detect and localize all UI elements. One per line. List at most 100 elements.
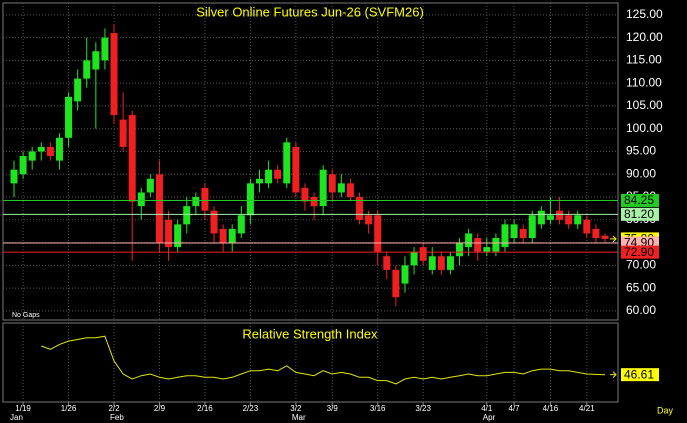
x-tick-label: 4/7 xyxy=(509,404,521,413)
candle-body xyxy=(128,115,136,202)
y-tick-label: 70.00 xyxy=(626,258,656,272)
rsi-panel xyxy=(2,322,619,403)
x-tick-label: 2/16 xyxy=(197,404,213,413)
candle-body xyxy=(346,183,354,198)
x-unit: Day xyxy=(657,405,674,415)
candle-body xyxy=(356,197,364,220)
candle-body xyxy=(28,151,36,161)
candle-body xyxy=(83,60,91,79)
y-tick-label: 125.00 xyxy=(626,7,663,21)
grid xyxy=(3,3,618,402)
y-tick-label: 110.00 xyxy=(626,75,662,89)
x-tick-label: 4/21 xyxy=(579,404,595,413)
rsi-arrow xyxy=(610,371,617,379)
candle-body xyxy=(92,51,100,70)
candle-body xyxy=(456,242,464,257)
candle-body xyxy=(65,96,73,138)
candle-body xyxy=(528,215,536,239)
candle-body xyxy=(510,224,518,239)
candle-body xyxy=(19,156,27,175)
level-label: 84.25 xyxy=(624,193,654,207)
x-tick-label: 3/2 xyxy=(290,404,302,413)
candle-body xyxy=(546,215,554,220)
candle-body xyxy=(328,174,336,193)
y-tick-label: 105.00 xyxy=(626,98,663,112)
level-box xyxy=(621,245,659,259)
candle-body xyxy=(310,197,318,207)
candle-body xyxy=(428,256,436,270)
candle-body xyxy=(174,224,182,248)
candle-body xyxy=(374,215,382,252)
chart-title: Silver Online Futures Jun-26 (SVFM26) xyxy=(196,4,424,19)
candle-body xyxy=(410,251,418,266)
price-panel xyxy=(2,2,619,321)
y-tick-label: 115.00 xyxy=(626,53,662,67)
candle-body xyxy=(583,219,591,234)
candle-body xyxy=(301,187,309,202)
x-tick-label: 1/19 xyxy=(15,404,31,413)
rsi-value-label: 46.61 xyxy=(624,367,654,381)
candle-body xyxy=(419,247,427,261)
candle-body xyxy=(383,256,391,270)
y-tick-label: 60.00 xyxy=(626,303,656,317)
candle-body xyxy=(519,228,527,239)
candle-body xyxy=(265,169,273,184)
x-tick-label: 3/23 xyxy=(415,404,431,413)
x-tick-label: 2/23 xyxy=(243,404,259,413)
level-label: 81.20 xyxy=(624,207,654,221)
y-tick-label: 120.00 xyxy=(626,30,663,44)
x-tick-label: 3/9 xyxy=(327,404,339,413)
month-label: Mar xyxy=(292,413,306,422)
candle-body xyxy=(201,187,209,211)
candle-body xyxy=(556,210,564,220)
candle-body xyxy=(465,233,473,248)
rsi-title: Relative Strength Index xyxy=(242,326,378,341)
y-tick-label: 90.00 xyxy=(626,166,656,180)
candle-body xyxy=(146,178,154,193)
candle-body xyxy=(492,238,500,252)
candle-body xyxy=(210,210,218,234)
y-tick-label: 65.00 xyxy=(626,280,656,294)
month-label: Jan xyxy=(10,413,23,422)
candle-body xyxy=(237,215,245,234)
x-tick-label: 2/9 xyxy=(154,404,166,413)
candle-body xyxy=(110,33,118,116)
candle-body xyxy=(137,192,145,207)
candle-body xyxy=(592,228,600,239)
candle-body xyxy=(101,37,109,61)
rsi-box xyxy=(621,368,659,382)
candle-body xyxy=(155,174,163,243)
candle-body xyxy=(255,178,263,184)
candle-body xyxy=(401,265,409,284)
candle-body xyxy=(365,215,373,225)
candle-body xyxy=(437,256,445,270)
candle-body xyxy=(446,256,454,270)
level-box xyxy=(621,207,659,221)
month-label: Apr xyxy=(483,413,496,422)
level-box xyxy=(621,193,659,207)
last-price-arrow xyxy=(610,235,617,243)
candle-body xyxy=(565,215,573,225)
marks xyxy=(10,23,609,307)
candle-body xyxy=(474,238,482,252)
candle-body xyxy=(283,142,291,184)
candle-body xyxy=(37,146,45,152)
x-tick-label: 1/26 xyxy=(61,404,77,413)
candle-body xyxy=(274,169,282,179)
x-tick-label: 4/16 xyxy=(543,404,559,413)
candle-body xyxy=(119,119,127,147)
candle-body xyxy=(228,228,236,243)
x-tick-label: 2/2 xyxy=(108,404,120,413)
y-tick-label: 95.00 xyxy=(626,144,656,158)
candle-body xyxy=(501,224,509,248)
x-tick-label: 3/16 xyxy=(370,404,386,413)
note: No Gaps xyxy=(12,312,40,319)
candle-body xyxy=(10,169,18,184)
candle-body xyxy=(192,197,200,207)
candle-body xyxy=(165,219,173,248)
candle-body xyxy=(392,269,400,298)
candle-body xyxy=(46,146,54,157)
candle-body xyxy=(55,137,63,161)
